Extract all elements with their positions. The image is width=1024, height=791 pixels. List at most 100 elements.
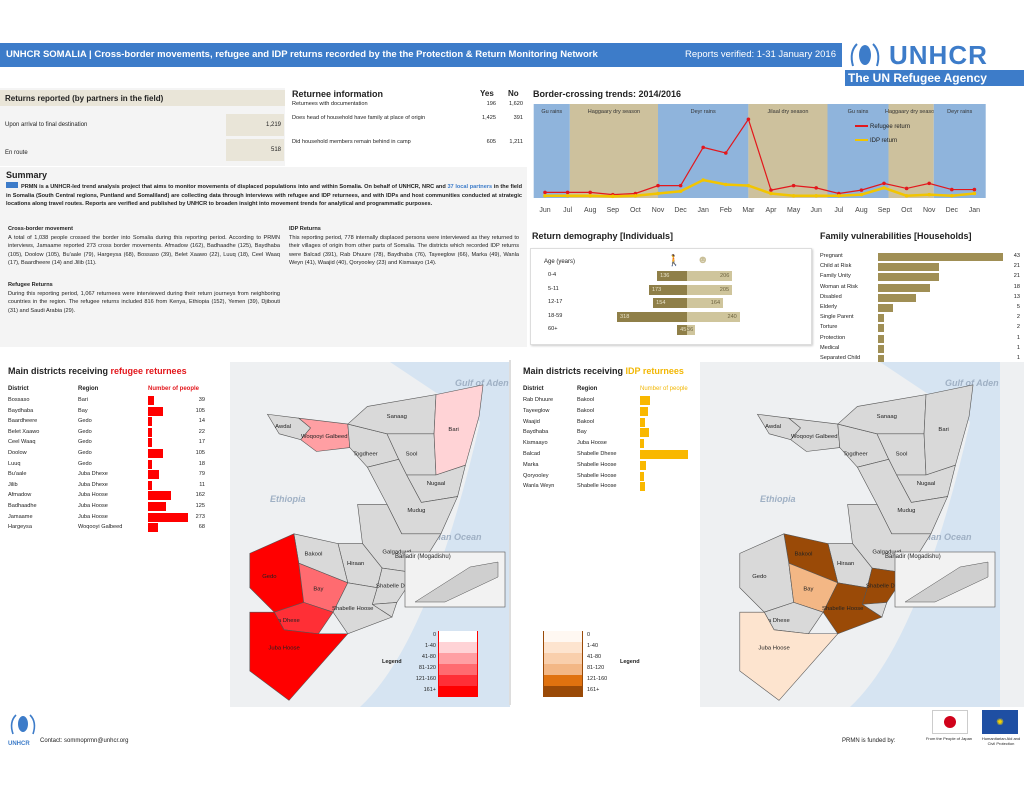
banadir-inset-shape [414,561,499,603]
vulnerabilities-title: Family vulnerabilities [Households] [820,231,972,241]
cross-border-section: Cross-border movement A total of 1,038 pe… [8,225,280,268]
header-bar: UNHCR SOMALIA | Cross-border movements, … [0,43,842,67]
legend-swatch [543,675,583,686]
local-partners-link[interactable]: 37 local partners [447,184,493,190]
ethiopia-label: Ethiopia [760,494,796,504]
x-tick-label: May [787,207,801,214]
vulnerability-value: 21 [1013,263,1020,270]
ethiopia-label: Ethiopia [270,494,306,504]
arrival-label: Upon arrival to final destination [5,122,88,128]
x-tick-label: Dec [946,207,959,214]
funded-by-label: PRMN is funded by: [842,738,896,744]
border-crossing-chart: Border-crossing trends: 2014/2016 Gu rai… [530,86,1024,220]
legend-label: Refugee return [870,124,910,130]
data-point [791,183,796,188]
district-name: Jamaame [8,513,33,520]
data-point [724,151,728,155]
legend-title: Legend [620,659,640,665]
district-name: Afmadow [8,492,32,499]
region-name: Juba Dhexe [78,481,108,488]
x-tick-label: Oct [901,207,912,214]
data-point [814,193,818,198]
season-label: Gu rains [541,109,562,115]
region-label: Nugaal [917,481,936,487]
returnee-info-yes: 1,425 [482,115,496,121]
region-label: Gedo [262,574,277,580]
data-point [543,193,547,198]
x-tick-label: Jan [698,207,709,214]
value-bar [148,491,172,501]
male-bar: 45 [677,325,687,335]
region-label: Sanaag [387,414,407,420]
arrival-value: 1,219 [226,114,284,136]
banadir-inset-shape [904,561,989,603]
season-band [533,104,570,198]
legend-swatch [438,675,478,686]
data-point [656,183,660,188]
region-name: Woqooyi Galbeed [78,524,123,531]
male-bar: 318 [617,311,687,322]
region-name: Juba Dhexe [78,471,108,478]
value-bar [640,428,650,438]
value-bar [148,512,188,522]
inset-label: Banadir (Mogadishu) [395,554,451,560]
col-region: Region [577,386,598,392]
japan-label: From the People of Japan [925,736,973,741]
data-point [769,188,773,192]
season-label: Haggaary dry season [885,109,937,115]
value-number: 22 [198,428,205,435]
legend-swatch [438,664,478,675]
value-bar [640,460,646,470]
district-name: Balcad [523,451,541,457]
region-gedo[interactable] [739,533,795,613]
indian-ocean-label: Indian Ocean [915,532,972,542]
region-gedo[interactable] [249,533,305,613]
legend-class-label: 81-120 [418,665,436,671]
region-label: Gedo [752,574,767,580]
district-name: Badhaadhe [8,503,37,509]
value-number: 14 [198,418,205,425]
data-point [746,183,751,188]
vulnerability-value: 43 [1013,253,1020,259]
value-bar [640,482,645,492]
value-bar [148,438,152,448]
col-region: Region [78,386,99,392]
idp-returns-title: IDP Returns [289,226,321,232]
region-juba-hoose[interactable] [249,611,349,701]
region-label: Awdal [765,424,781,430]
returnee-info-label: Returnees with documentation [292,101,368,107]
district-name: Hargeysa [8,524,32,531]
data-point [859,192,864,197]
legend-class-label: 1-40 [587,643,599,649]
district-name: Doolow [8,450,27,456]
legend-swatch [543,686,583,697]
contact-email[interactable]: Contact: sommoprmn@unhcr.org [40,738,129,744]
refugee-districts-table: Main districts receiving refugee returne… [0,360,230,540]
vulnerability-bar [878,314,884,323]
value-number: 273 [195,513,205,520]
unhcr-emblem-icon [850,43,880,67]
data-point [565,190,570,195]
value-number: 17 [198,439,205,446]
region-label: Bay [803,587,813,593]
vulnerability-bar [878,293,916,302]
return-demography-panel: Return demography [Individuals] Age (yea… [530,228,812,348]
region-juba-hoose[interactable] [739,611,839,701]
season-label: Deyr rains [691,109,716,115]
vulnerability-bar [878,283,931,292]
age-group-label: 18-59 [548,312,563,319]
female-bar: 36 [687,325,695,335]
legend-class-label: 121-160 [415,676,436,682]
x-tick-label: Jan [969,207,980,214]
series-line-idp [545,178,975,198]
enroute-value: 518 [226,139,284,161]
returnee-info-title: Returnee information [292,89,384,99]
gulf-of-aden-label: Gulf of Aden [455,378,509,388]
value-bar [148,523,158,533]
region-label: Shabelle Hoose [332,606,373,612]
region-name: Bakool [577,407,595,414]
vulnerability-label: Protection [820,334,846,341]
district-name: Kismaayo [523,440,548,447]
legend-class-label: 161+ [423,687,436,693]
data-point [746,117,751,122]
